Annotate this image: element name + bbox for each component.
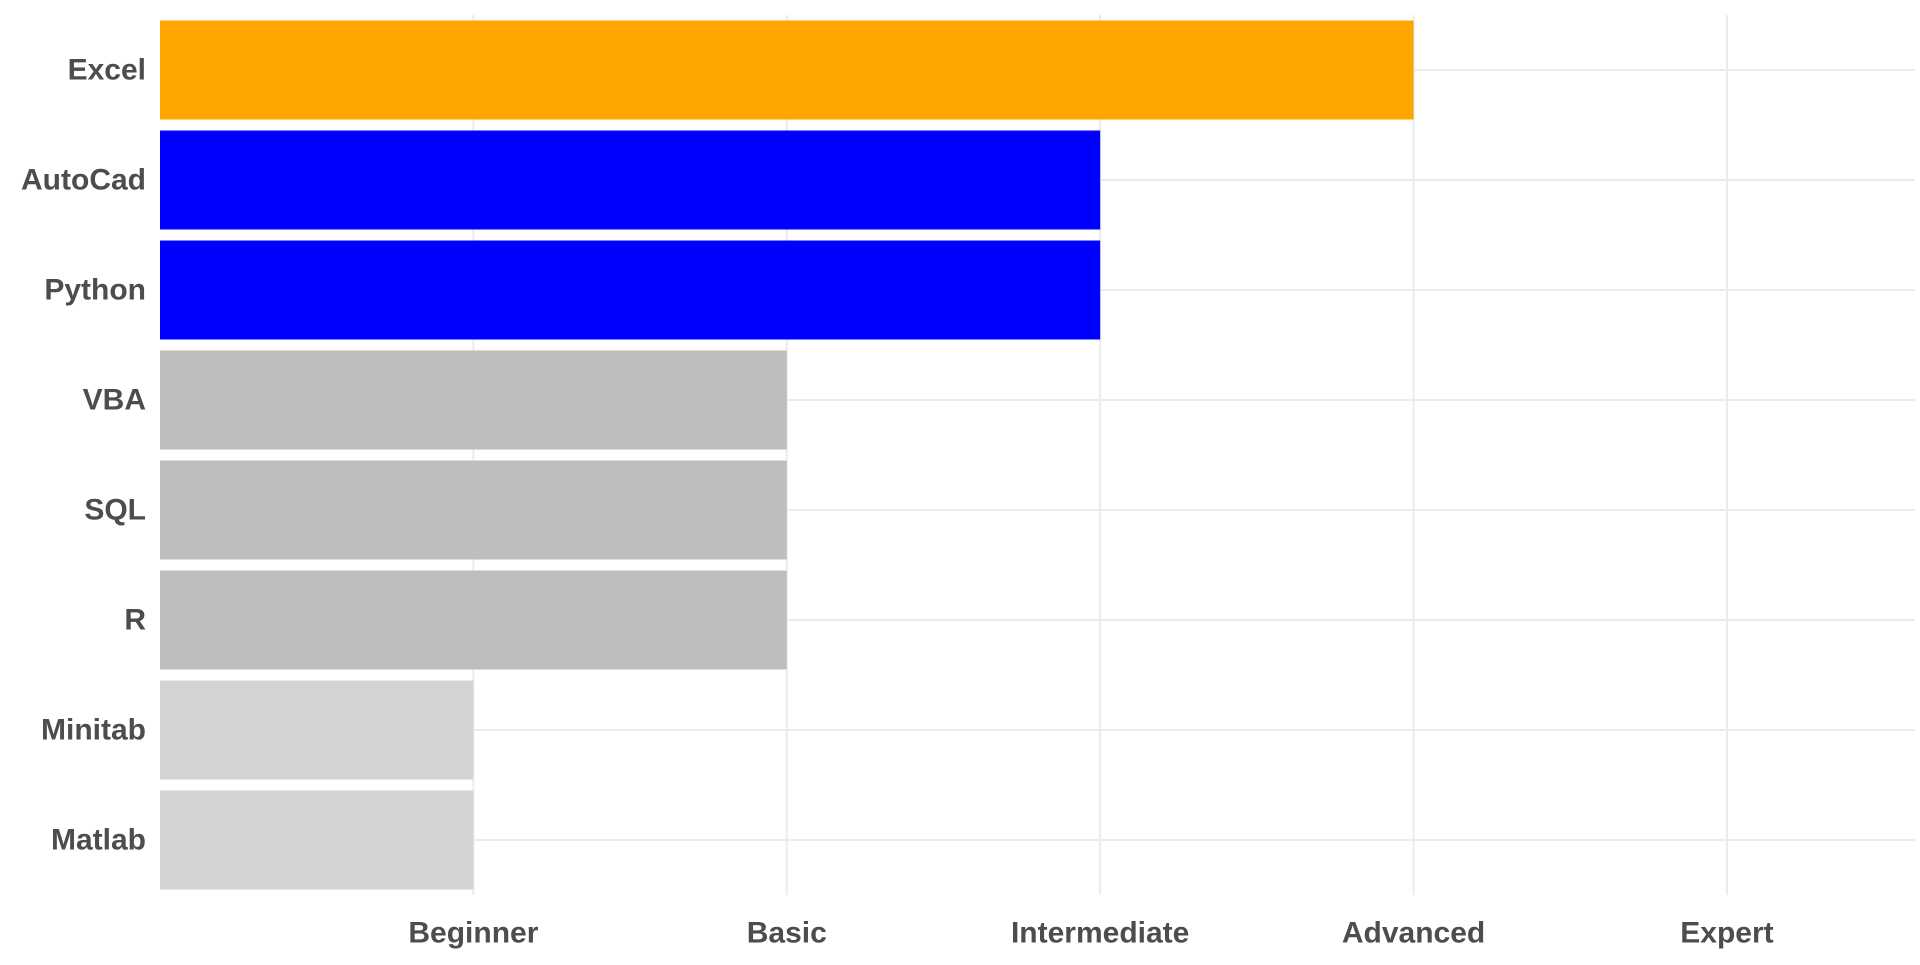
y-tick-label-sql: SQL <box>84 494 146 527</box>
y-tick-label-vba: VBA <box>83 384 146 417</box>
bar-matlab <box>160 790 474 890</box>
x-tick-label-advanced: Advanced <box>1342 917 1485 950</box>
x-tick-label-expert: Expert <box>1680 917 1773 950</box>
x-tick-label-intermediate: Intermediate <box>1011 917 1189 950</box>
y-axis-labels: Excel AutoCad Python VBA SQL R Minitab Matlab <box>21 54 146 857</box>
bar-python <box>160 240 1101 340</box>
y-tick-label-minitab: Minitab <box>41 714 146 747</box>
bar-vba <box>160 350 787 450</box>
x-tick-label-basic: Basic <box>747 917 827 950</box>
y-tick-label-autocad: AutoCad <box>21 164 146 197</box>
bar-minitab <box>160 680 474 780</box>
y-tick-label-excel: Excel <box>68 54 146 87</box>
y-tick-label-r: R <box>124 604 146 637</box>
bar-sql <box>160 460 787 560</box>
x-axis-labels: Beginner Basic Intermediate Advanced Expert <box>408 917 1773 950</box>
bar-r <box>160 570 787 670</box>
bar-excel <box>160 20 1414 120</box>
y-tick-label-python: Python <box>44 274 146 307</box>
bar-autocad <box>160 130 1101 230</box>
x-tick-label-beginner: Beginner <box>408 917 538 950</box>
y-tick-label-matlab: Matlab <box>51 824 146 857</box>
bar-layer <box>160 20 1414 890</box>
